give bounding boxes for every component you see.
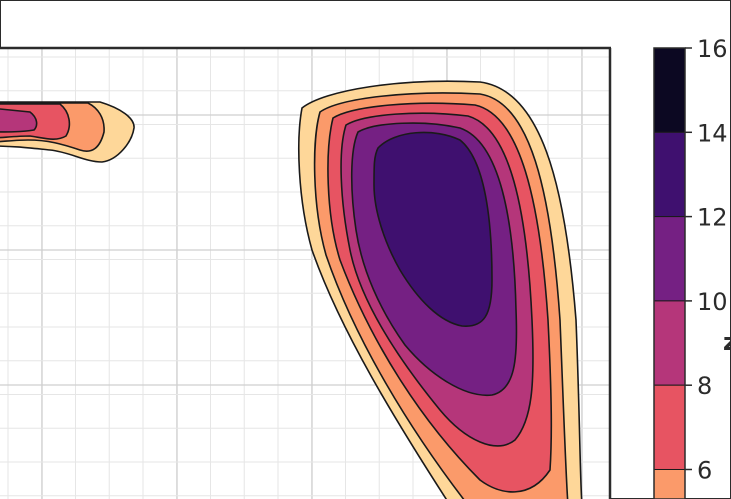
colorbar-band <box>653 216 686 302</box>
colorbar-tick-label: 10 <box>697 288 728 316</box>
contour-band-level-8 <box>0 108 38 133</box>
colorbar-tick-label: 8 <box>697 372 712 400</box>
colorbar-band <box>653 384 686 470</box>
colorbar-tick-label: 6 <box>697 456 712 484</box>
colorbar-bands <box>653 47 686 499</box>
colorbar-tick-label: 16 <box>697 35 728 63</box>
contour-fills <box>0 80 583 499</box>
colorbar-ticks: 6 8 10 12 14 16 <box>685 35 728 484</box>
colorbar-band <box>653 131 686 218</box>
colorbar-band <box>653 468 686 499</box>
contour-band-level-12 <box>373 131 493 327</box>
colorbar: 6 8 10 12 14 16 <box>653 35 728 499</box>
colorbar-tick-label: 14 <box>697 119 728 147</box>
cut-off-label-glyph: z <box>723 328 731 356</box>
colorbar-tick-label: 12 <box>697 204 728 232</box>
colorbar-band <box>653 47 686 133</box>
colorbar-frame <box>653 47 686 499</box>
colorbar-band <box>653 300 686 386</box>
